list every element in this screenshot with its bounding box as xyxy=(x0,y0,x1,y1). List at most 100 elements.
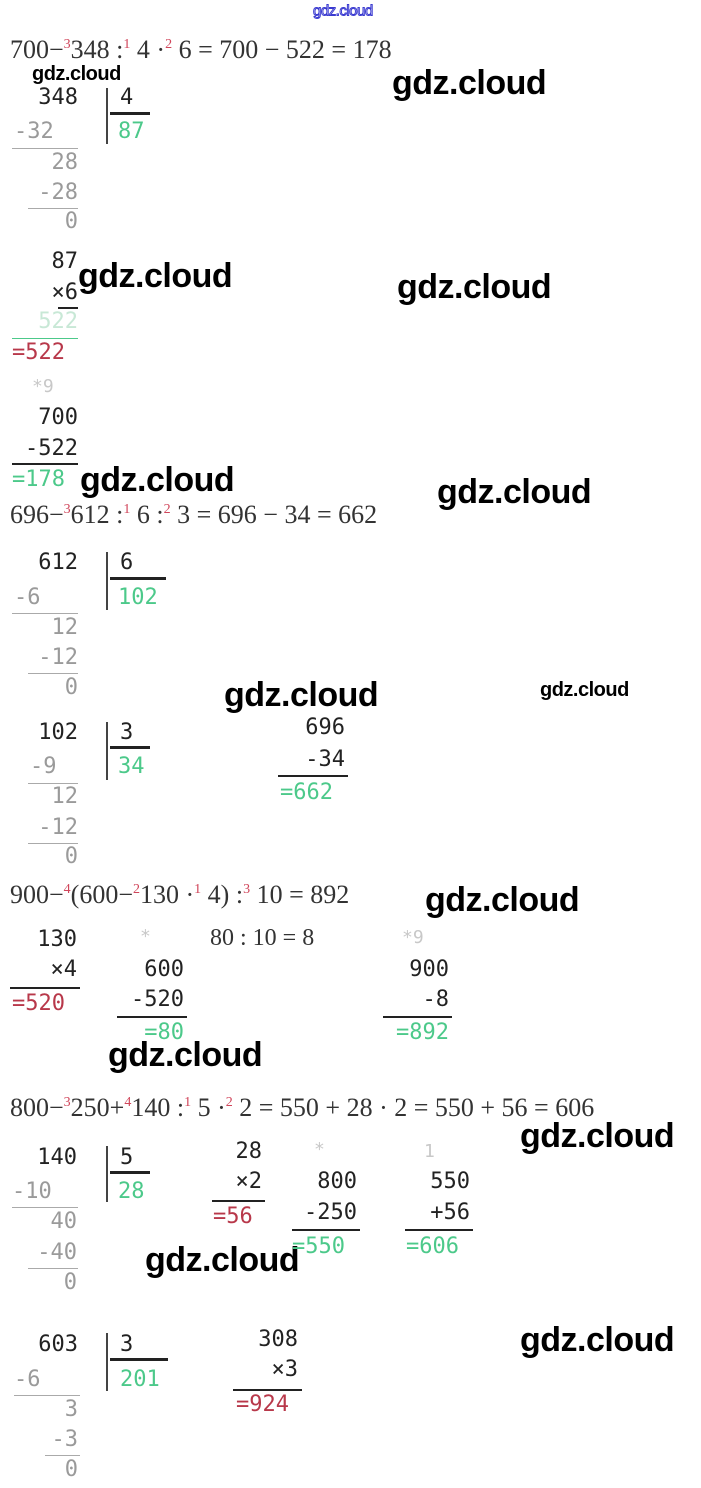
multiplier: ×6 xyxy=(51,280,79,305)
dividend: 102 xyxy=(38,720,78,745)
line xyxy=(28,843,78,844)
divisor-line xyxy=(110,1358,168,1361)
result: =924 xyxy=(236,1392,289,1417)
remainder: 0 xyxy=(64,1457,78,1482)
line xyxy=(10,987,80,989)
line xyxy=(383,1016,452,1018)
line xyxy=(14,1395,80,1396)
line xyxy=(278,775,348,777)
multiplier: ×4 xyxy=(50,957,78,982)
divisor: 5 xyxy=(120,1145,134,1170)
expression-3: 900−4(600−2130 ·1 4) :3 10 = 892 xyxy=(10,880,350,909)
line xyxy=(117,1016,187,1018)
remainder: 0 xyxy=(64,675,78,700)
watermark-top: gdz.cloud xyxy=(313,2,374,20)
minuend: 600 xyxy=(144,957,184,982)
minuend: 700 xyxy=(38,405,78,430)
minuend: 696 xyxy=(305,715,345,740)
divisor-line xyxy=(110,746,150,749)
result: =606 xyxy=(406,1234,459,1259)
multiplier: ×3 xyxy=(271,1357,299,1382)
expression-2: 696−3612 :1 6 :2 3 = 696 − 34 = 662 xyxy=(10,500,378,529)
result: =550 xyxy=(292,1234,345,1259)
watermark: gdz.cloud xyxy=(520,1117,675,1155)
watermark: gdz.cloud xyxy=(224,676,379,714)
result: =178 xyxy=(12,467,65,492)
line xyxy=(292,1229,360,1231)
carry-mark: *9 xyxy=(32,376,54,397)
addend: +56 xyxy=(430,1200,470,1225)
line xyxy=(28,783,78,784)
carry-mark: * xyxy=(314,1139,325,1160)
watermark: gdz.cloud xyxy=(78,257,233,295)
quotient: 87 xyxy=(118,119,145,144)
minuend: 800 xyxy=(317,1169,357,1194)
quotient: 28 xyxy=(118,1179,145,1204)
watermark: gdz.cloud xyxy=(540,679,629,701)
divisor: 4 xyxy=(120,85,134,110)
subtrahend: -12 xyxy=(38,815,78,840)
subtrahend: -6 xyxy=(14,1367,41,1392)
line xyxy=(212,1200,265,1202)
result: =56 xyxy=(213,1204,253,1229)
remainder: 0 xyxy=(63,1270,77,1295)
divisor-line xyxy=(110,1171,150,1174)
line xyxy=(45,1455,80,1456)
dividend: 603 xyxy=(38,1332,78,1357)
watermark: gdz.cloud xyxy=(392,64,547,102)
factor: 28 xyxy=(235,1139,263,1164)
line xyxy=(12,148,78,149)
division-bar xyxy=(106,1146,108,1202)
subtrahend: -28 xyxy=(38,180,78,205)
divisor-line xyxy=(110,112,150,115)
watermark: gdz.cloud xyxy=(80,461,235,499)
dividend: 348 xyxy=(38,85,78,110)
quotient: 201 xyxy=(120,1367,160,1392)
remainder: 12 xyxy=(51,784,79,809)
divisor-line xyxy=(110,577,166,580)
subtrahend: -250 xyxy=(304,1200,357,1225)
subtrahend: -34 xyxy=(305,747,345,772)
division-bar xyxy=(106,552,108,610)
carry-mark: * xyxy=(140,926,151,947)
line xyxy=(58,307,78,309)
division-bar xyxy=(106,1333,108,1391)
quotient: 34 xyxy=(118,754,145,779)
remainder: 0 xyxy=(64,844,78,869)
carry-mark: 1 xyxy=(424,1141,435,1162)
watermark: gdz.cloud xyxy=(397,268,552,306)
remainder: 40 xyxy=(50,1209,78,1234)
factor: 130 xyxy=(37,927,77,952)
result: =522 xyxy=(12,340,65,365)
carry-mark: *9 xyxy=(402,927,424,948)
watermark: gdz.cloud xyxy=(145,1241,300,1279)
expression-1: 700−3348 :1 4 ·2 6 = 700 − 522 = 178 xyxy=(10,35,392,64)
line xyxy=(28,1268,78,1269)
line xyxy=(233,1389,302,1391)
remainder: 3 xyxy=(64,1397,78,1422)
subtrahend: -12 xyxy=(38,645,78,670)
subtrahend: -6 xyxy=(14,585,41,610)
multiplier: ×2 xyxy=(235,1169,263,1194)
division-bar xyxy=(106,88,108,144)
watermark: gdz.cloud xyxy=(520,1321,675,1359)
line xyxy=(12,463,78,465)
subtrahend: -10 xyxy=(12,1179,52,1204)
quotient: 102 xyxy=(118,585,158,610)
line xyxy=(12,338,78,339)
subtrahend: -32 xyxy=(14,119,54,144)
line xyxy=(28,208,78,209)
factor: 308 xyxy=(258,1327,298,1352)
divisor: 6 xyxy=(120,550,134,575)
dividend: 140 xyxy=(37,1145,77,1170)
result: =662 xyxy=(280,780,333,805)
addend: 550 xyxy=(430,1169,470,1194)
result: =80 xyxy=(144,1020,184,1045)
factor: 87 xyxy=(51,249,79,274)
subtrahend: -8 xyxy=(422,987,450,1012)
subtrahend: -40 xyxy=(37,1240,77,1265)
result: =892 xyxy=(396,1020,449,1045)
division-line: 80 : 10 = 8 xyxy=(210,925,315,951)
watermark: gdz.cloud xyxy=(425,881,580,919)
watermark: gdz.cloud xyxy=(108,1036,263,1074)
